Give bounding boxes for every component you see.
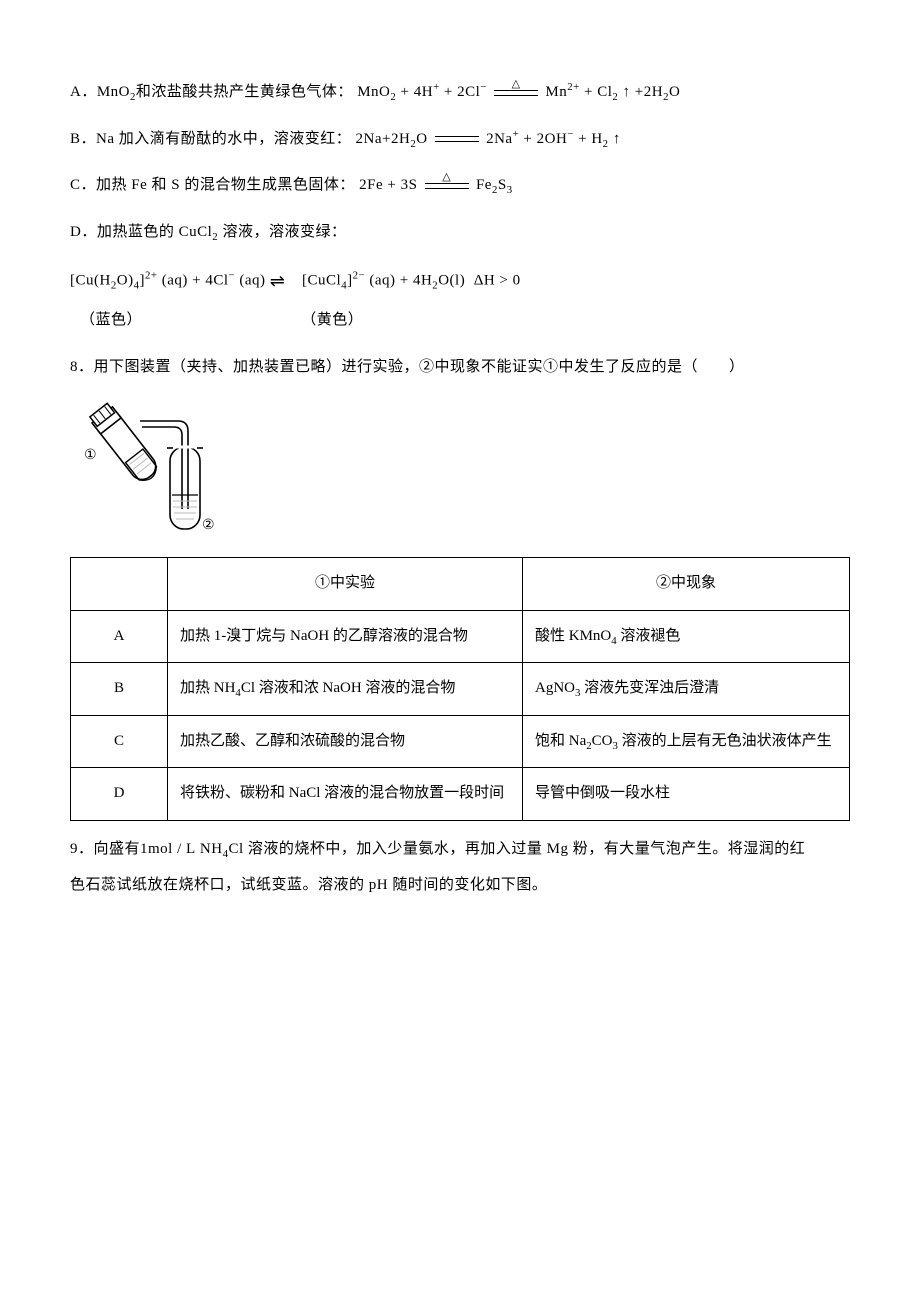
table-row: B 加热 NH4Cl 溶液和浓 NaOH 溶液的混合物 AgNO3 溶液先变浑浊… [71, 663, 850, 716]
header-experiment: ①中实验 [168, 558, 523, 611]
row-b-exp: 加热 NH4Cl 溶液和浓 NaOH 溶液的混合物 [168, 663, 523, 716]
row-a-obs: 酸性 KMnO4 溶液褪色 [523, 610, 850, 663]
option-d-equation: [Cu(H2O)4]2+ (aq) + 4Cl− (aq) [CuCl4]2− … [70, 264, 850, 298]
table-row: D 将铁粉、碳粉和 NaCl 溶液的混合物放置一段时间 导管中倒吸一段水柱 [71, 768, 850, 821]
row-c-exp: 加热乙酸、乙醇和浓硫酸的混合物 [168, 715, 523, 768]
row-b-obs: AgNO3 溶液先变浑浊后澄清 [523, 663, 850, 716]
row-c-obs: 饱和 Na2CO3 溶液的上层有无色油状液体产生 [523, 715, 850, 768]
option-a-label: A． [70, 84, 97, 100]
option-a-eq: MnO2 + 4H+ + 2Cl− Mn2+ + Cl2 ↑ +2H2O [357, 84, 680, 100]
table-row: C 加热乙酸、乙醇和浓硫酸的混合物 饱和 Na2CO3 溶液的上层有无色油状液体… [71, 715, 850, 768]
row-d-exp: 将铁粉、碳粉和 NaCl 溶液的混合物放置一段时间 [168, 768, 523, 821]
question-9-line2: 色石蕊试纸放在烧杯口，试纸变蓝。溶液的 pH 随时间的变化如下图。 [70, 871, 850, 900]
option-a-text1: MnO2 [97, 84, 136, 100]
option-c-label: C． [70, 177, 96, 193]
row-d-obs: 导管中倒吸一段水柱 [523, 768, 850, 821]
row-c-label: C [71, 715, 168, 768]
experiment-table: ①中实验 ②中现象 A 加热 1-溴丁烷与 NaOH 的乙醇溶液的混合物 酸性 … [70, 557, 850, 821]
option-c-text: 加热 Fe 和 S 的混合物生成黑色固体： [96, 177, 355, 193]
label-yellow: （黄色） [301, 306, 363, 335]
label-blue: （蓝色） [80, 306, 142, 335]
option-d-color-labels: （蓝色） （黄色） [70, 306, 850, 335]
question-9-line1: 9．向盛有1mol / L NH4Cl 溶液的烧杯中，加入少量氨水，再加入过量 … [70, 835, 850, 864]
option-d: D．加热蓝色的 CuCl2 溶液，溶液变绿： [70, 218, 850, 247]
diagram-label-2: ② [202, 518, 215, 533]
row-a-exp: 加热 1-溴丁烷与 NaOH 的乙醇溶液的混合物 [168, 610, 523, 663]
row-d-label: D [71, 768, 168, 821]
option-c-eq: 2Fe + 3S Fe2S3 [359, 177, 512, 193]
table-row: A 加热 1-溴丁烷与 NaOH 的乙醇溶液的混合物 酸性 KMnO4 溶液褪色 [71, 610, 850, 663]
row-b-label: B [71, 663, 168, 716]
option-d-text: 加热蓝色的 CuCl2 溶液，溶液变绿： [97, 224, 347, 240]
option-b: B．Na 加入滴有酚酞的水中，溶液变红： 2Na+2H2O 2Na+ + 2OH… [70, 125, 850, 154]
option-b-label: B． [70, 131, 96, 147]
option-d-label: D． [70, 224, 97, 240]
option-a-text2: 和浓盐酸共热产生黄绿色气体： [136, 84, 353, 100]
option-b-eq: 2Na+2H2O 2Na+ + 2OH− + H2 ↑ [356, 131, 621, 147]
option-a: A．MnO2和浓盐酸共热产生黄绿色气体： MnO2 + 4H+ + 2Cl− M… [70, 78, 850, 107]
apparatus-diagram: ① ② [70, 399, 850, 539]
diagram-label-1: ① [84, 448, 97, 463]
option-c: C．加热 Fe 和 S 的混合物生成黑色固体： 2Fe + 3S Fe2S3 [70, 171, 850, 200]
option-b-text: Na 加入滴有酚酞的水中，溶液变红： [96, 131, 351, 147]
header-observation: ②中现象 [523, 558, 850, 611]
row-a-label: A [71, 610, 168, 663]
table-header-row: ①中实验 ②中现象 [71, 558, 850, 611]
header-blank [71, 558, 168, 611]
question-8: 8．用下图装置（夹持、加热装置已略）进行实验，②中现象不能证实①中发生了反应的是… [70, 353, 850, 382]
